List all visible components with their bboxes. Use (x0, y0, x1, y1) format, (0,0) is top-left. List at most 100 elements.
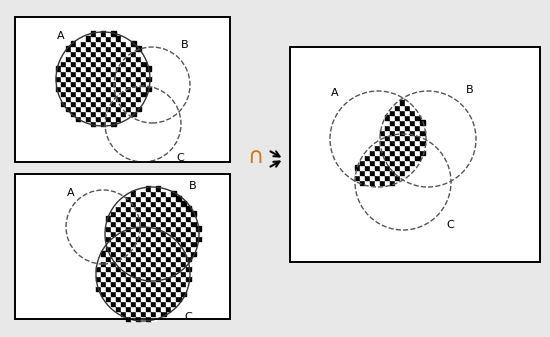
Bar (146, 71, 151, 76)
Bar (106, 221, 111, 226)
Bar (290, 47, 540, 262)
Bar (111, 111, 116, 116)
Bar (86, 46, 91, 51)
Bar (76, 71, 81, 76)
Bar (81, 86, 86, 91)
Bar (176, 301, 181, 306)
Bar (71, 101, 76, 106)
Bar (131, 211, 136, 216)
Bar (131, 231, 136, 236)
Bar (151, 301, 156, 306)
Bar (171, 211, 176, 216)
Bar (121, 261, 126, 266)
Bar (111, 31, 116, 36)
Bar (186, 281, 191, 286)
Bar (156, 201, 161, 206)
Bar (405, 120, 410, 125)
Bar (400, 120, 405, 125)
Bar (151, 196, 156, 201)
Bar (161, 266, 166, 271)
Bar (166, 261, 171, 266)
Bar (136, 81, 141, 86)
Bar (375, 180, 380, 185)
Bar (400, 155, 405, 160)
Bar (116, 216, 121, 221)
Text: B: B (189, 181, 197, 191)
Bar (365, 150, 370, 155)
Bar (146, 206, 151, 211)
Bar (390, 155, 395, 160)
Bar (106, 41, 111, 46)
Bar (96, 286, 101, 291)
Bar (106, 236, 111, 241)
Bar (121, 246, 126, 251)
Bar (106, 116, 111, 121)
Bar (380, 125, 385, 130)
Bar (81, 51, 86, 56)
Bar (96, 121, 101, 126)
Bar (390, 175, 395, 180)
Bar (390, 145, 395, 150)
Bar (61, 81, 66, 86)
Bar (131, 81, 136, 86)
Bar (141, 71, 146, 76)
Bar (131, 96, 136, 101)
Bar (61, 61, 66, 66)
Bar (355, 175, 360, 180)
Bar (81, 101, 86, 106)
Bar (126, 201, 131, 206)
Bar (116, 46, 121, 51)
Bar (166, 286, 171, 291)
Bar (365, 170, 370, 175)
Bar (106, 91, 111, 96)
Bar (106, 71, 111, 76)
Bar (101, 111, 106, 116)
Bar (146, 281, 151, 286)
Bar (136, 91, 141, 96)
Bar (181, 241, 186, 246)
Bar (181, 256, 186, 261)
Bar (141, 86, 146, 91)
Bar (86, 76, 91, 81)
Bar (96, 76, 101, 81)
Bar (136, 46, 141, 51)
Bar (176, 221, 181, 226)
Bar (66, 56, 71, 61)
Bar (166, 291, 171, 296)
Bar (181, 221, 186, 226)
Bar (131, 266, 136, 271)
Bar (191, 236, 196, 241)
Bar (71, 81, 76, 86)
Bar (136, 281, 141, 286)
Bar (96, 281, 101, 286)
Bar (146, 81, 151, 86)
Bar (370, 145, 375, 150)
Bar (126, 71, 131, 76)
Bar (101, 266, 106, 271)
Bar (76, 61, 81, 66)
Bar (111, 101, 116, 106)
Bar (131, 261, 136, 266)
Bar (111, 216, 116, 221)
Bar (171, 261, 176, 266)
Bar (96, 111, 101, 116)
Bar (111, 66, 116, 71)
Bar (141, 231, 146, 236)
Bar (166, 251, 171, 256)
Bar (141, 276, 146, 281)
Bar (116, 256, 121, 261)
Bar (181, 226, 186, 231)
Bar (385, 150, 390, 155)
Bar (181, 286, 186, 291)
Bar (81, 66, 86, 71)
Bar (415, 145, 420, 150)
Bar (156, 306, 161, 311)
Bar (405, 155, 410, 160)
Bar (116, 281, 121, 286)
Bar (121, 46, 126, 51)
Bar (111, 301, 116, 306)
Bar (116, 96, 121, 101)
Bar (186, 276, 191, 281)
Bar (370, 175, 375, 180)
Bar (420, 150, 425, 155)
